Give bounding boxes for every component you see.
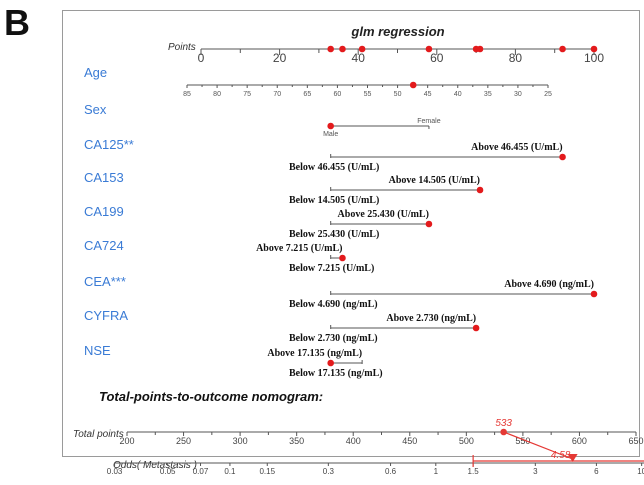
variable-low-label: Below 46.455 (U/mL)	[289, 162, 379, 173]
variable-marker	[472, 324, 480, 332]
variable-marker	[590, 290, 598, 298]
total-points-tick-label: 450	[402, 436, 417, 446]
points-tick-label: 40	[352, 51, 366, 65]
points-marker	[358, 45, 366, 53]
total-points-tick-label: 350	[289, 436, 304, 446]
variable-high-label: Above 7.215 (U/mL)	[256, 243, 342, 254]
variable-high-label: Above 2.730 (ng/mL)	[386, 313, 476, 324]
age-tick-label: 70	[273, 91, 281, 98]
odds-tick-label: 0.1	[224, 467, 236, 476]
odds-tick-label: 0.6	[385, 467, 397, 476]
points-marker	[327, 45, 334, 53]
variable-marker	[339, 254, 346, 262]
variable-low-label: Below 25.430 (U/mL)	[289, 229, 379, 240]
points-marker	[476, 45, 484, 53]
total-points-tick-label: 550	[515, 436, 530, 446]
variable-marker	[476, 186, 484, 194]
total-points-tick-label: 400	[346, 436, 361, 446]
points-tick-label: 20	[273, 51, 287, 65]
points-marker	[559, 45, 566, 53]
variable-label: NSE	[84, 343, 111, 358]
variable-marker	[559, 153, 566, 161]
variable-label: CYFRA	[84, 308, 128, 323]
age-tick-label: 50	[394, 91, 402, 98]
variable-label: Sex	[84, 102, 107, 117]
value-connector-line	[503, 431, 573, 460]
odds-value: 4.58	[551, 450, 571, 461]
points-tick-label: 100	[584, 51, 604, 65]
section-title: Total-points-to-outcome nomogram:	[99, 389, 323, 404]
sex-low-label: Male	[323, 131, 338, 138]
age-marker	[409, 81, 417, 89]
points-marker	[339, 45, 346, 53]
variable-marker	[425, 220, 433, 228]
plot-frame	[62, 10, 640, 457]
variable-label: CA153	[84, 170, 124, 185]
odds-tick-label: 0.07	[193, 467, 209, 476]
age-tick-label: 85	[183, 91, 191, 98]
variable-low-label: Below 7.215 (U/mL)	[289, 263, 374, 274]
variable-label: Age	[84, 65, 107, 80]
age-tick-label: 40	[454, 91, 462, 98]
total-points-label: Total points	[73, 429, 124, 440]
total-points-value: 533	[495, 418, 512, 429]
age-tick-label: 30	[514, 91, 522, 98]
total-points-tick-label: 200	[119, 436, 134, 446]
variable-low-label: Below 17.135 (ng/mL)	[289, 368, 383, 379]
sex-marker	[327, 122, 334, 130]
sex-high-label: Female	[417, 118, 440, 125]
points-tick-label: 60	[430, 51, 444, 65]
panel-letter: B	[4, 2, 30, 43]
odds-tick-label: 3	[533, 467, 538, 476]
total-points-tick-label: 300	[233, 436, 248, 446]
odds-tick-label: 6	[594, 467, 599, 476]
variable-label: CA199	[84, 204, 124, 219]
variable-high-label: Above 25.430 (U/mL)	[338, 209, 429, 220]
age-tick-label: 60	[334, 91, 342, 98]
age-tick-label: 45	[424, 91, 432, 98]
age-tick-label: 55	[364, 91, 372, 98]
odds-value-arrow	[567, 454, 578, 462]
variable-label: CEA***	[84, 274, 126, 289]
chart-title: glm regression	[350, 24, 444, 39]
points-marker	[425, 45, 433, 53]
total-points-tick-label: 650	[628, 436, 643, 446]
variable-marker	[327, 359, 334, 367]
age-tick-label: 35	[484, 91, 492, 98]
points-axis-label: Points	[168, 42, 196, 53]
total-points-tick-label: 600	[572, 436, 587, 446]
odds-tick-label: 1	[434, 467, 439, 476]
variable-low-label: Below 2.730 (ng/mL)	[289, 333, 378, 344]
age-tick-label: 25	[544, 91, 552, 98]
variable-label: CA724	[84, 238, 124, 253]
total-points-tick-label: 250	[176, 436, 191, 446]
variable-high-label: Above 17.135 (ng/mL)	[267, 348, 362, 359]
variable-low-label: Below 14.505 (U/mL)	[289, 195, 379, 206]
total-points-tick-label: 500	[459, 436, 474, 446]
points-tick-label: 0	[198, 51, 205, 65]
points-marker	[590, 45, 598, 53]
age-tick-label: 80	[213, 91, 221, 98]
variable-low-label: Below 4.690 (ng/mL)	[289, 299, 378, 310]
points-tick-label: 80	[509, 51, 523, 65]
odds-tick-label: 0.05	[160, 467, 176, 476]
odds-tick-label: 0.3	[323, 467, 335, 476]
odds-tick-label: 10	[637, 467, 644, 476]
odds-tick-label: 1.5	[468, 467, 480, 476]
variable-high-label: Above 14.505 (U/mL)	[389, 175, 480, 186]
odds-tick-label: 0.03	[107, 467, 123, 476]
variable-high-label: Above 46.455 (U/mL)	[471, 142, 562, 153]
variable-label: CA125**	[84, 137, 134, 152]
age-tick-label: 65	[303, 91, 311, 98]
odds-axis-label: Odds( Metastasis )	[113, 460, 197, 471]
variable-high-label: Above 4.690 (ng/mL)	[504, 279, 594, 290]
odds-tick-label: 0.15	[259, 467, 275, 476]
age-tick-label: 75	[243, 91, 251, 98]
